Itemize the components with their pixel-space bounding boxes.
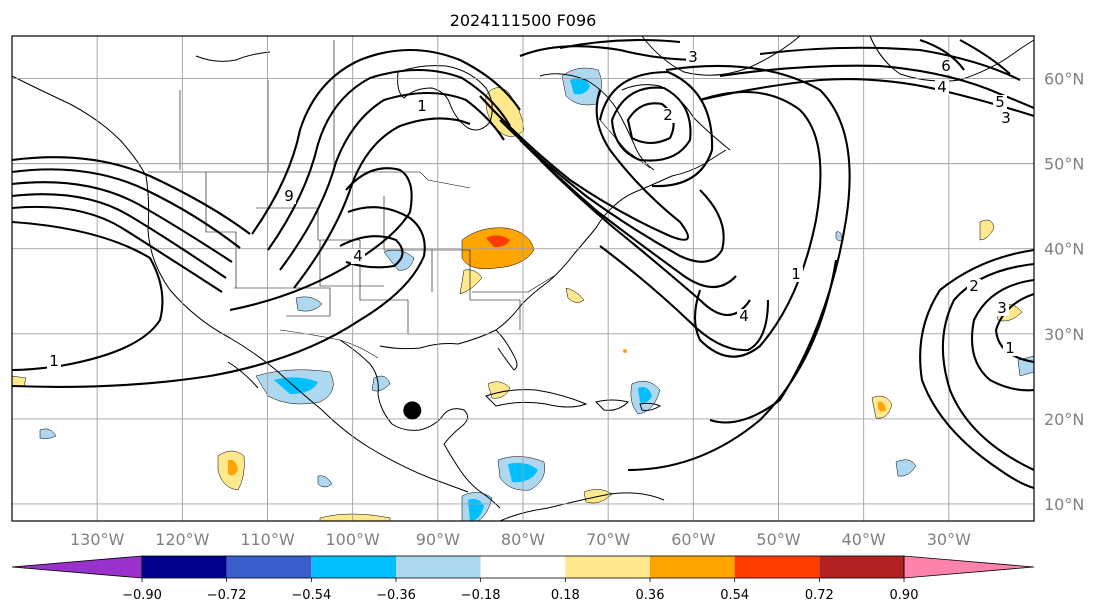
contour-label-bg (993, 95, 1007, 110)
colorbar-segment (396, 556, 481, 578)
longitude-tick-label: 60°W (671, 530, 715, 549)
colorbar-tick-label: −0.36 (376, 588, 416, 603)
colorbar-segment (480, 556, 566, 578)
contour-label-bg (939, 59, 953, 74)
colorbar-segment (819, 556, 904, 578)
anomaly-patch (319, 513, 391, 522)
contour-label-bg (282, 189, 296, 204)
colorbar-tick-label: 0.90 (890, 588, 919, 603)
longitude-tick-labels: 130°W 120°W 110°W 100°W 90°W 80°W 70°W 60°W 50°W… (70, 530, 971, 549)
contour-lines (11, 38, 1035, 490)
longitude-tick-label: 110°W (240, 530, 295, 549)
colorbar-tick-label: 0.54 (720, 588, 749, 603)
contour-label: 1 (791, 265, 801, 283)
latitude-tick-label: 60°N (1044, 70, 1084, 89)
contour-label: 4 (937, 78, 947, 96)
colorbar-tick-label: 0.72 (805, 588, 834, 603)
latitude-tick-labels: 60°N 50°N 40°N 30°N 20°N 10°N (1044, 70, 1084, 514)
contour-label-bg (686, 50, 700, 65)
anomaly-patch (295, 296, 323, 312)
contour-label-bg (967, 279, 981, 294)
contour-label: 1 (417, 97, 427, 115)
anomaly-patch (623, 349, 627, 353)
contour-label-bg (661, 108, 675, 123)
contour-label-bg (999, 111, 1013, 126)
longitude-tick-label: 90°W (416, 530, 460, 549)
anomaly-patch (486, 235, 510, 248)
latitude-tick-label: 40°N (1044, 240, 1084, 259)
anomaly-patch (228, 459, 238, 476)
colorbar-tick-label: 0.36 (636, 588, 665, 603)
colorbar-extend-low (11, 555, 143, 579)
longitude-tick-label: 50°W (756, 530, 800, 549)
colorbar-tick-label: −0.18 (461, 588, 501, 603)
contour-label-bg (737, 309, 751, 324)
contour-label-bg (789, 267, 803, 282)
colorbar-frame (141, 555, 905, 579)
anomaly-patch (878, 401, 886, 412)
contour-label: 5 (995, 93, 1005, 111)
contour-label: 3 (997, 299, 1007, 317)
longitude-tick-label: 130°W (70, 530, 125, 549)
colorbar-segment (650, 556, 735, 578)
anomaly-patch (570, 78, 590, 95)
colorbar-tick-labels: −0.90 −0.72 −0.54 −0.36 −0.18 0.18 0.36 0.54 0.7… (122, 578, 918, 603)
contour-label: 1 (49, 352, 59, 370)
contour-label-bg (935, 80, 949, 95)
colorbar-segment (565, 556, 650, 578)
storm-center-marker (403, 401, 422, 420)
map-frame (11, 35, 1035, 522)
colorbar-tick-label: −0.90 (122, 588, 162, 603)
anomaly-patch (39, 428, 57, 439)
colorbar-segment (142, 556, 227, 578)
colorbar-tick-label: 0.18 (551, 588, 580, 603)
longitude-tick-label: 80°W (501, 530, 545, 549)
contour-label: 4 (353, 247, 363, 265)
anomaly-patch (371, 375, 391, 392)
colorbar-segment (734, 556, 820, 578)
contour-label: 2 (663, 106, 673, 124)
contour-label: 3 (688, 48, 698, 66)
colorbar (11, 555, 1035, 579)
longitude-tick-label: 30°W (927, 530, 971, 549)
contour-label-bg (47, 354, 61, 369)
contour-label: 1 (1005, 339, 1015, 357)
colorbar-tick-label: −0.72 (207, 588, 247, 603)
contour-label-bg (1003, 341, 1017, 356)
latitude-tick-label: 50°N (1044, 155, 1084, 174)
anomaly-patch (459, 269, 483, 295)
anomaly-patch (317, 475, 333, 488)
map-title: 2024111500 F096 (450, 11, 597, 30)
contour-label: 6 (941, 57, 951, 75)
graticule (12, 36, 1034, 521)
contour-label: 2 (969, 277, 979, 295)
colorbar-segment (226, 556, 312, 578)
longitude-tick-label: 120°W (155, 530, 210, 549)
anomaly-patch (638, 387, 652, 404)
contour-label-bg (351, 249, 365, 264)
anomaly-patch (274, 377, 318, 394)
anomaly-patch (565, 287, 585, 303)
contour-label: 3 (1001, 109, 1011, 127)
latitude-tick-label: 20°N (1044, 410, 1084, 429)
colorbar-segment (311, 556, 396, 578)
contour-label: 4 (739, 307, 749, 325)
anomaly-patch (895, 459, 917, 477)
anomaly-patch (979, 219, 995, 241)
latitude-tick-label: 10°N (1044, 495, 1084, 514)
contour-label-bg (415, 99, 429, 114)
anomaly-patch (11, 375, 27, 387)
longitude-tick-label: 70°W (586, 530, 630, 549)
latitude-tick-label: 30°N (1044, 325, 1084, 344)
longitude-tick-label: 100°W (325, 530, 380, 549)
contour-label: 9 (284, 187, 294, 205)
colorbar-tick-label: −0.54 (291, 588, 331, 603)
longitude-tick-label: 40°W (842, 530, 886, 549)
colorbar-extend-high (903, 555, 1035, 579)
contour-label-bg (995, 301, 1009, 316)
